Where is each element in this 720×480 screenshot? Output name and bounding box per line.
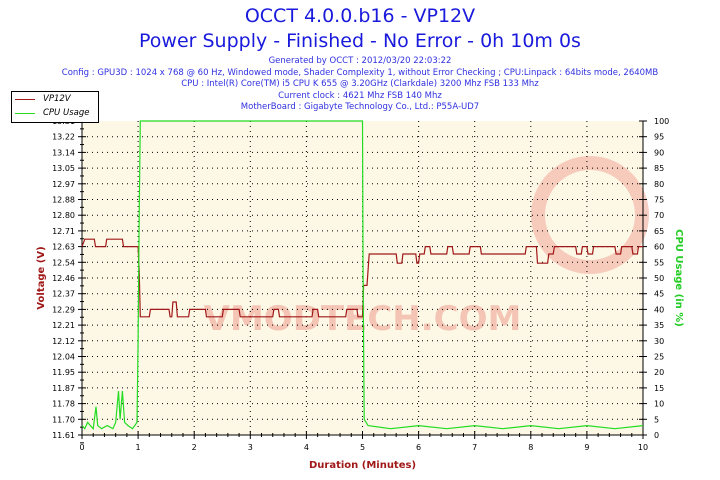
info-line: Current clock : 4621 Mhz FSB 140 Mhz: [278, 90, 442, 101]
y2-tick-label: 90: [654, 148, 664, 157]
y-tick-label: 12.04: [52, 353, 75, 362]
x-tick-label: 7: [472, 443, 477, 452]
y2-tick-label: 45: [654, 290, 664, 299]
legend: VP12V CPU Usage: [11, 91, 99, 123]
y-tick-label: 11.78: [52, 400, 75, 409]
x-tick-label: 0: [79, 443, 84, 452]
y2-tick-label: 65: [654, 227, 664, 236]
x-tick-label: 1: [136, 443, 141, 452]
y2-tick-label: 30: [654, 337, 664, 346]
y2-tick-label: 0: [654, 431, 659, 440]
y2-tick-label: 5: [654, 415, 659, 424]
y2-tick-label: 55: [654, 258, 664, 267]
y-tick-label: 13.05: [52, 164, 75, 173]
x-tick-label: 10: [638, 443, 648, 452]
series-line-cpu-usage: [81, 120, 644, 431]
y2-tick-label: 60: [654, 243, 664, 252]
y2-tick-label: 20: [654, 368, 664, 377]
info-line: CPU : Intel(R) Core(TM) i5 CPU K 655 @ 3…: [181, 79, 539, 89]
y2-tick-label: 35: [654, 321, 664, 330]
legend-label: VP12V: [43, 94, 71, 104]
system-info: Generated by OCCT : 2012/03/20 22:03:22 …: [0, 56, 720, 114]
y2-tick-label: 10: [654, 400, 664, 409]
legend-item-vp12v: VP12V: [12, 92, 98, 106]
chart-subtitle: Power Supply - Finished - No Error - 0h …: [139, 30, 581, 52]
y-tick-label: 12.54: [52, 258, 75, 267]
y2-tick-label: 95: [654, 133, 664, 142]
y2-tick-label: 100: [654, 117, 669, 126]
y-tick-label: 12.71: [52, 227, 75, 236]
legend-label: CPU Usage: [43, 108, 90, 118]
y2-tick-label: 15: [654, 384, 664, 393]
x-tick-label: 3: [248, 443, 253, 452]
x-tick-label: 8: [528, 443, 533, 452]
legend-swatch: [15, 98, 35, 100]
x-tick-label: 2: [192, 443, 197, 452]
y-tick-label: 12.97: [52, 180, 75, 189]
x-tick-label: 5: [360, 443, 365, 452]
y-tick-label: 12.80: [52, 211, 75, 220]
y2-tick-label: 40: [654, 305, 664, 314]
x-axis-label: Duration (Minutes): [309, 460, 416, 471]
y-tick-label: 12.37: [52, 290, 75, 299]
y2-tick-label: 80: [654, 180, 664, 189]
info-line: Config : GPU3D : 1024 x 768 @ 60 Hz, Win…: [61, 67, 659, 78]
y-tick-label: 12.88: [52, 196, 75, 205]
y2-tick-label: 85: [654, 164, 664, 173]
series-line-vp12v: [81, 238, 643, 318]
y2-axis-label: CPU Usage (in %): [673, 229, 684, 327]
y-tick-label: 13.14: [52, 148, 75, 157]
info-line: Generated by OCCT : 2012/03/20 22:03:22: [268, 56, 452, 66]
y2-tick-label: 70: [654, 211, 664, 220]
x-tick-label: 9: [584, 443, 589, 452]
y-tick-label: 12.29: [52, 305, 75, 314]
legend-swatch: [15, 112, 35, 114]
y-axis-label: Voltage (V): [36, 246, 47, 309]
y2-tick-label: 25: [654, 353, 664, 362]
y-tick-label: 12.21: [52, 321, 75, 330]
y-tick-label: 13.22: [52, 133, 75, 142]
y-tick-label: 11.70: [52, 415, 75, 424]
legend-item-cpu: CPU Usage: [12, 106, 98, 120]
y2-tick-label: 50: [654, 274, 664, 283]
y-tick-label: 11.61: [52, 431, 75, 440]
x-tick-label: 4: [304, 443, 309, 452]
y-tick-label: 11.95: [52, 368, 75, 377]
y2-tick-label: 75: [654, 196, 664, 205]
y-tick-label: 12.46: [52, 274, 75, 283]
x-tick-label: 6: [416, 443, 421, 452]
y-tick-label: 12.63: [52, 243, 75, 252]
y-tick-label: 12.12: [52, 337, 75, 346]
info-line: MotherBoard : Gigabyte Technology Co., L…: [240, 102, 480, 112]
y-tick-label: 11.87: [52, 384, 75, 393]
chart-title: OCCT 4.0.0.b16 - VP12V: [244, 5, 476, 27]
